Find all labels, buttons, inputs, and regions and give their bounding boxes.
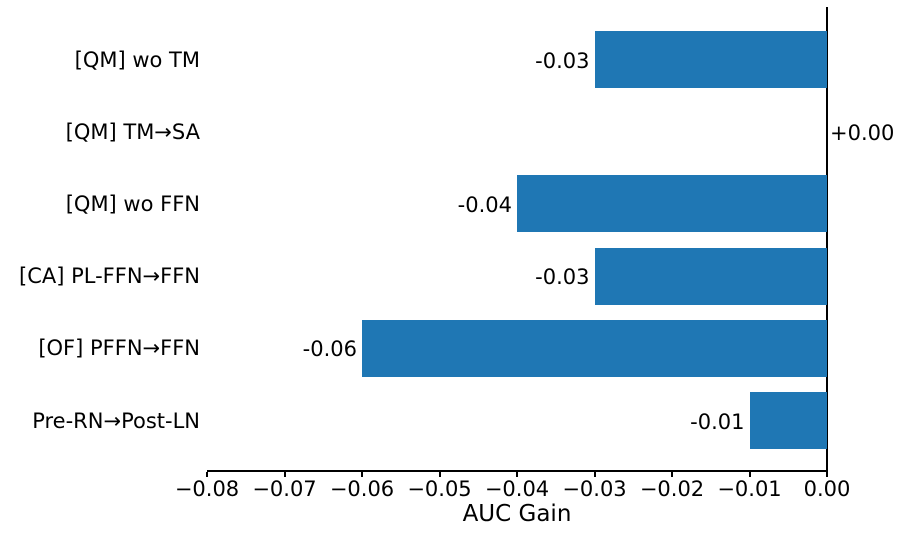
bar-value-label: -0.04 — [457, 192, 512, 217]
bar-value-label: -0.03 — [535, 265, 590, 290]
bar — [517, 175, 827, 233]
bar-value-label: -0.06 — [302, 337, 357, 362]
x-tick-mark — [593, 472, 596, 477]
category-label: [QM] wo TM — [74, 47, 200, 72]
x-tick-label: −0.06 — [329, 477, 395, 501]
x-tick-label: −0.04 — [484, 477, 550, 501]
x-tick-label: −0.02 — [639, 477, 705, 501]
x-axis-spine — [207, 470, 828, 472]
bar-value-label: -0.01 — [690, 409, 745, 434]
x-tick-mark — [361, 472, 363, 477]
x-tick-label: −0.01 — [717, 477, 782, 501]
category-label: Pre-RN→Post-LN — [32, 408, 200, 433]
bar — [594, 31, 827, 88]
x-tick-mark — [671, 472, 673, 477]
zero-axis-line — [826, 7, 828, 472]
x-tick-mark — [516, 472, 518, 477]
category-label: [QM] wo FFN — [65, 191, 200, 216]
x-tick-mark — [826, 472, 828, 477]
category-label: [OF] PFFN→FFN — [38, 336, 200, 361]
bar-value-label: +0.00 — [830, 120, 895, 145]
x-axis-label: AUC Gain — [462, 501, 572, 527]
bar — [749, 392, 827, 449]
x-tick-label: −0.03 — [562, 477, 627, 501]
bar-value-label: -0.03 — [535, 48, 590, 73]
x-tick-mark — [748, 472, 751, 477]
category-label: [CA] PL-FFN→FFN — [19, 264, 200, 289]
x-tick-label: 0.00 — [803, 477, 851, 501]
x-tick-label: −0.08 — [174, 477, 240, 501]
bar — [362, 319, 827, 377]
x-tick-mark — [438, 472, 441, 477]
category-label: [QM] TM→SA — [65, 119, 200, 144]
bar — [594, 247, 827, 305]
x-tick-label: −0.05 — [407, 477, 472, 501]
x-tick-label: −0.07 — [252, 477, 317, 501]
x-tick-mark — [206, 472, 208, 477]
x-tick-mark — [283, 472, 286, 477]
